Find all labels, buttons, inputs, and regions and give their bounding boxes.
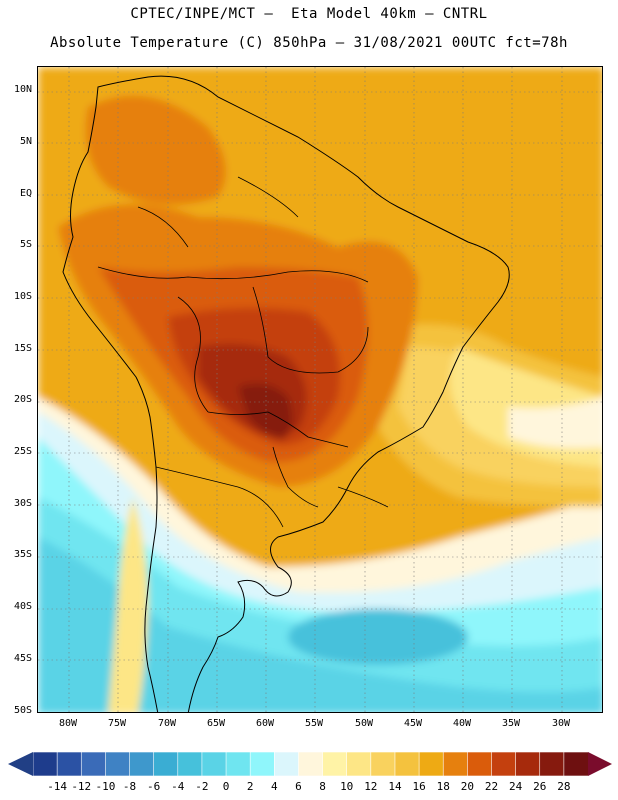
field-atl-8	[508, 397, 602, 449]
lat-label: 10N	[13, 84, 32, 95]
field-warm-20-north	[85, 95, 226, 205]
colorbar-label: -4	[171, 780, 185, 793]
lon-label: 65W	[206, 718, 226, 729]
colorbar-cell	[225, 751, 251, 777]
colorbar-label: -6	[147, 780, 161, 793]
lon-label: 30W	[551, 718, 571, 729]
colorbar-label: 0	[222, 780, 230, 793]
lon-label: 40W	[452, 718, 472, 729]
temperature-map	[37, 66, 603, 713]
title-line-1: CPTEC/INPE/MCT – Eta Model 40km – CNTRL	[130, 6, 488, 22]
colorbar-cell	[298, 751, 324, 777]
colorbar-label: 28	[557, 780, 571, 793]
lat-label: 20S	[13, 394, 32, 405]
colorbar-label: 26	[533, 780, 547, 793]
colorbar-label: 12	[364, 780, 378, 793]
colorbar-cell	[80, 751, 107, 777]
lon-label: 55W	[304, 718, 324, 729]
colorbar-label: 20	[460, 780, 474, 793]
colorbar-cell	[442, 751, 469, 777]
lon-label: 50W	[354, 718, 374, 729]
colorbar-cell	[394, 751, 420, 777]
colorbar-cell	[153, 751, 179, 777]
colorbar-label: 6	[295, 780, 302, 793]
colorbar-label: 18	[436, 780, 450, 793]
colorbar-cell	[249, 751, 276, 777]
lat-label: 35S	[13, 549, 32, 560]
field-cold-core	[288, 609, 468, 665]
colorbar-cell	[322, 751, 348, 777]
colorbar-label: -10	[95, 780, 116, 793]
colorbar-label: -8	[122, 780, 137, 793]
title-line-2: Absolute Temperature (C) 850hPa – 31/08/…	[50, 35, 568, 51]
colorbar-cell	[56, 751, 83, 777]
colorbar-cell	[563, 751, 589, 777]
lat-label: 15S	[13, 343, 32, 354]
field-warm-28	[238, 383, 292, 439]
colorbar-label: 4	[270, 780, 278, 793]
colorbar-cell	[491, 751, 517, 777]
colorbar-high-arrow	[588, 752, 612, 776]
colorbar-label: 8	[319, 780, 326, 793]
colorbar-cell	[467, 751, 493, 777]
colorbar-label: -14	[47, 780, 68, 793]
colorbar-label: 16	[412, 780, 426, 793]
lat-label: 5N	[19, 136, 32, 147]
temperature-field	[38, 67, 602, 712]
lon-label: 80W	[58, 718, 78, 729]
map-canvas	[38, 67, 602, 712]
colorbar-cell	[515, 751, 541, 777]
colorbar-label: 22	[484, 780, 499, 793]
colorbar-label: -12	[71, 780, 92, 793]
lon-label: 60W	[255, 718, 275, 729]
borders	[97, 176, 389, 528]
colorbar-label: 14	[388, 780, 402, 793]
lat-label: 45S	[13, 653, 32, 664]
colorbar-cell	[418, 751, 445, 777]
lat-label: 50S	[13, 705, 32, 716]
lat-label: 40S	[13, 601, 32, 612]
lon-label: 70W	[157, 718, 177, 729]
field-cold-0	[38, 537, 602, 712]
coastline	[62, 75, 510, 712]
lat-label: 10S	[13, 291, 32, 302]
colorbar-low-arrow	[8, 752, 33, 776]
lon-label: 35W	[501, 718, 521, 729]
colorbar-cell	[274, 751, 300, 777]
field-andes-12	[108, 497, 148, 712]
colorbar-cell	[346, 751, 372, 777]
colorbar-cell	[539, 751, 565, 777]
colorbar-label: 10	[340, 780, 354, 793]
colorbar-cell	[201, 751, 227, 777]
colorbar-cell	[370, 751, 396, 777]
colorbar-label: 24	[508, 780, 523, 793]
lat-label: 5S	[19, 239, 32, 250]
colorbar-cell	[129, 751, 155, 777]
lon-label: 45W	[403, 718, 423, 729]
lat-label: 25S	[13, 446, 32, 457]
colorbar	[8, 751, 612, 777]
lon-label: 75W	[107, 718, 127, 729]
colorbar-cell	[32, 751, 58, 777]
lat-label: 30S	[13, 498, 32, 509]
colorbar-cell	[105, 751, 131, 777]
colorbar-label: 2	[246, 780, 254, 793]
colorbar-cell	[177, 751, 203, 777]
lat-label: EQ	[19, 188, 32, 199]
colorbar-label: -2	[195, 780, 209, 793]
